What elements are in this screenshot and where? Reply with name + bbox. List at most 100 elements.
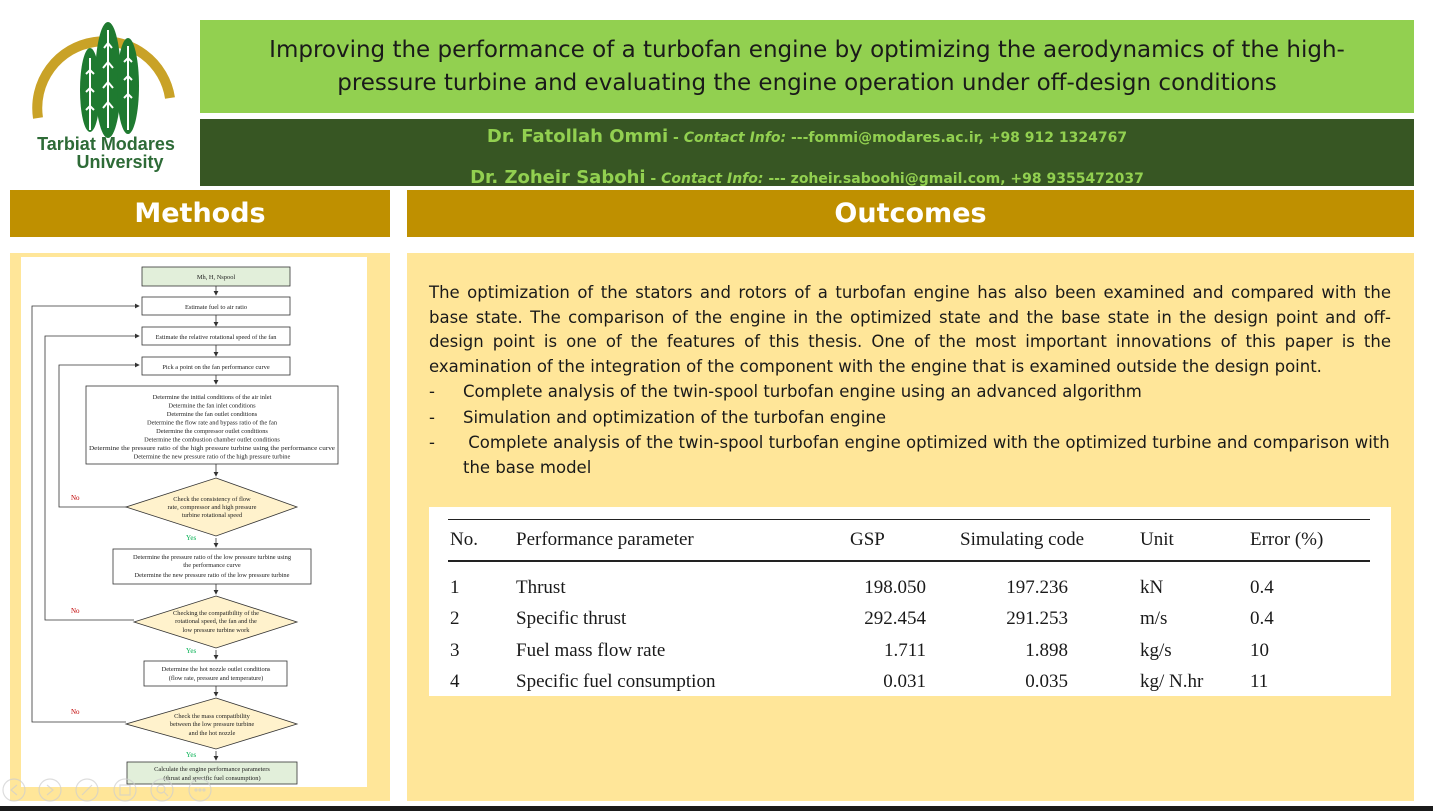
flow-decision-3-line: Check the mass compatibility (174, 713, 251, 720)
cell-unit: kg/ N.hr (1140, 671, 1204, 693)
author-separator: - (668, 130, 684, 146)
table-header-row: No. Performance parameter GSP Simulating… (448, 519, 1370, 562)
outcome-bullet-2: - Simulation and optimization of the tur… (429, 406, 1391, 431)
flow-step-3-text: Pick a point on the fan performance curv… (162, 364, 270, 371)
previous-slide-icon[interactable] (2, 778, 26, 802)
cell-no: 4 (450, 671, 460, 693)
outcomes-heading: Outcomes (407, 190, 1414, 237)
slides-grid-icon[interactable] (113, 778, 137, 802)
bullet-dash: - (429, 382, 435, 401)
table-row: 3 Fuel mass flow rate 1.711 1.898 kg/s 1… (448, 635, 1370, 667)
col-header-parameter: Performance parameter (514, 519, 848, 562)
cell-no: 1 (450, 576, 460, 598)
col-header-unit: Unit (1138, 519, 1248, 562)
performance-table: No. Performance parameter GSP Simulating… (448, 519, 1370, 698)
contact-label: Contact Info: (683, 130, 787, 146)
university-logo: Tarbiat Modares University (20, 18, 192, 178)
cell-error: 0.4 (1250, 576, 1274, 598)
flow-step-5-line: Determine the pressure ratio of the low … (133, 554, 292, 561)
cell-unit: kN (1140, 576, 1164, 598)
table-row: 2 Specific thrust 292.454 291.253 m/s 0.… (448, 604, 1370, 636)
tree-emblem-icon: Tarbiat Modares University (32, 22, 175, 172)
table-row: 1 Thrust 198.050 197.236 kN 0.4 (448, 561, 1370, 604)
col-header-gsp: GSP (848, 519, 958, 562)
flow-no-label: No (71, 607, 80, 615)
flow-decision-2-line: low pressure turbine work (183, 627, 251, 634)
flow-inputs-box (141, 266, 291, 287)
col-header-no: No. (448, 519, 514, 562)
outcome-bullet-3: - Complete analysis of the twin-spool tu… (429, 431, 1391, 480)
flow-step-6-line: Determine the hot nozzle outlet conditio… (162, 666, 271, 673)
flow-step-4-line: Determine the flow rate and bypass ratio… (147, 420, 278, 427)
bullet-text: Simulation and optimization of the turbo… (463, 408, 886, 427)
next-slide-icon[interactable] (38, 778, 62, 802)
flow-step-4-line: Determine the combustion chamber outlet … (144, 437, 280, 444)
flow-no-label: No (71, 494, 80, 502)
flow-decision-3-line: and the hot nozzle (189, 730, 236, 737)
flow-decision-1 (124, 477, 299, 537)
author-line-1: Dr. Fatollah Ommi - Contact Info: ---fom… (200, 126, 1414, 147)
bullet-text: Complete analysis of the twin-spool turb… (463, 382, 1142, 401)
flow-step-1 (141, 296, 291, 316)
cell-error: 0.4 (1250, 608, 1274, 630)
flow-decision-2-line: Checking the compatibility of the (173, 610, 259, 617)
cell-simulating-code: 1.898 (1025, 639, 1068, 661)
university-name-line2: University (76, 152, 163, 172)
cell-unit: kg/s (1140, 639, 1172, 661)
author-name: Dr. Fatollah Ommi (486, 126, 669, 147)
flow-step-7 (126, 761, 298, 785)
flow-step-4-line: Determine the initial conditions of the … (153, 394, 272, 401)
bullet-dash: - (429, 408, 435, 427)
university-name-line1: Tarbiat Modares (37, 134, 175, 154)
flow-step-3 (141, 356, 291, 376)
poster-title-bar: Improving the performance of a turbofan … (200, 20, 1414, 113)
col-header-simulating-code: Simulating code (958, 519, 1138, 562)
flow-yes-label: Yes (186, 751, 196, 759)
zoom-icon[interactable] (150, 778, 174, 802)
flow-step-4-line: Determine the fan outlet conditions (167, 411, 258, 418)
slideshow-toolbar-icons (2, 778, 212, 802)
cell-parameter: Specific thrust (516, 608, 627, 630)
table-row: 4 Specific fuel consumption 0.031 0.035 … (448, 667, 1370, 699)
flow-decision-3 (124, 697, 299, 750)
cell-gsp: 1.711 (883, 639, 926, 661)
flow-yes-label: Yes (186, 534, 196, 542)
authors-bar: Dr. Fatollah Ommi - Contact Info: ---fom… (200, 119, 1414, 186)
cell-error: 11 (1250, 671, 1269, 693)
cell-parameter: Specific fuel consumption (516, 671, 716, 693)
flow-decision-1-line: rate, compressor and high pressure (168, 504, 257, 511)
bullet-dash: - (429, 433, 435, 452)
flowchart: Mh, H, Nspool Estimate fuel to air ratio… (21, 257, 367, 787)
flow-step-4 (85, 385, 339, 465)
col-header-error: Error (%) (1248, 519, 1370, 562)
author-line-2: Dr. Zoheir Sabohi - Contact Info: --- zo… (200, 167, 1414, 186)
more-options-icon[interactable] (188, 778, 212, 802)
outcomes-intro: The optimization of the stators and roto… (429, 283, 1391, 376)
flow-yes-label: Yes (186, 647, 196, 655)
flow-inputs-text: Mh, H, Nspool (197, 274, 236, 281)
flow-step-6-line: (flow rate, pressure and temperature) (169, 675, 264, 682)
flow-step-2 (141, 326, 291, 346)
outcome-bullet-1: - Complete analysis of the twin-spool tu… (429, 380, 1391, 405)
flow-step-2-text: Estimate the relative rotational speed o… (156, 334, 278, 341)
cell-no: 3 (450, 639, 460, 661)
flow-step-4-line: Determine the pressure ratio of the high… (89, 445, 335, 452)
performance-table-card: No. Performance parameter GSP Simulating… (429, 507, 1391, 696)
cell-gsp: 198.050 (864, 576, 926, 598)
flow-decision-1-line: Check the consistency of flow (173, 496, 251, 503)
cell-gsp: 292.454 (864, 608, 926, 630)
flowchart-canvas: Mh, H, Nspool Estimate fuel to air ratio… (31, 266, 339, 785)
cell-simulating-code: 197.236 (1006, 576, 1068, 598)
pen-icon[interactable] (75, 778, 99, 802)
contact-label: Contact Info: (661, 171, 764, 186)
methods-heading: Methods (10, 190, 390, 237)
flow-step-7-line: Calculate the engine performance paramet… (154, 766, 270, 773)
flow-decision-2-line: rotational speed, the fan and the (175, 618, 257, 625)
author-separator: - (645, 171, 662, 186)
flow-step-4-line: Determine the compressor outlet conditio… (156, 428, 268, 435)
cell-no: 2 (450, 608, 460, 630)
cell-parameter: Fuel mass flow rate (516, 639, 666, 661)
flow-step-7-line: (thrust and specific fuel consumption) (163, 775, 260, 782)
flow-no-label: No (71, 708, 80, 716)
slideshow-toolbar (0, 776, 220, 804)
